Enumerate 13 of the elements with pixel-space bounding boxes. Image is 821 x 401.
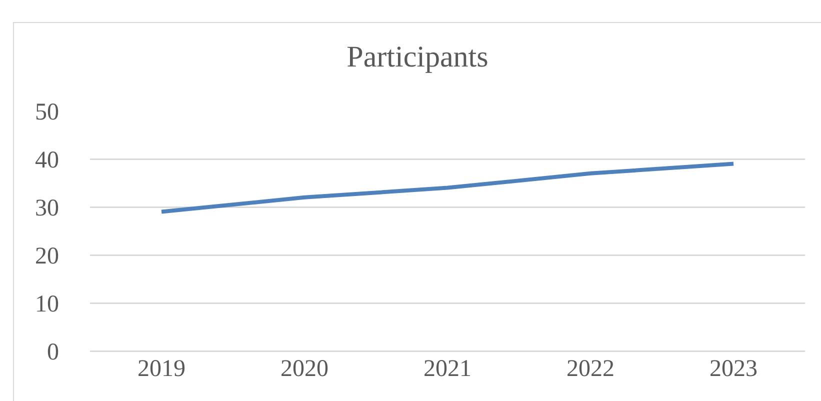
y-tick-label: 20 <box>35 243 59 270</box>
y-tick-label: 40 <box>35 147 59 174</box>
x-tick-label: 2020 <box>280 356 328 382</box>
x-tick-label: 2023 <box>710 356 758 382</box>
line-series <box>160 162 736 214</box>
x-tick-label: 2022 <box>566 356 614 382</box>
y-tick-label: 30 <box>35 195 59 222</box>
y-tick-label: 50 <box>35 99 59 126</box>
y-tick-label: 10 <box>35 291 59 318</box>
chart-title: Participants <box>346 40 488 74</box>
x-tick-label: 2021 <box>424 356 472 382</box>
x-tick-label: 2019 <box>138 356 186 382</box>
y-tick-label: 0 <box>47 339 59 366</box>
